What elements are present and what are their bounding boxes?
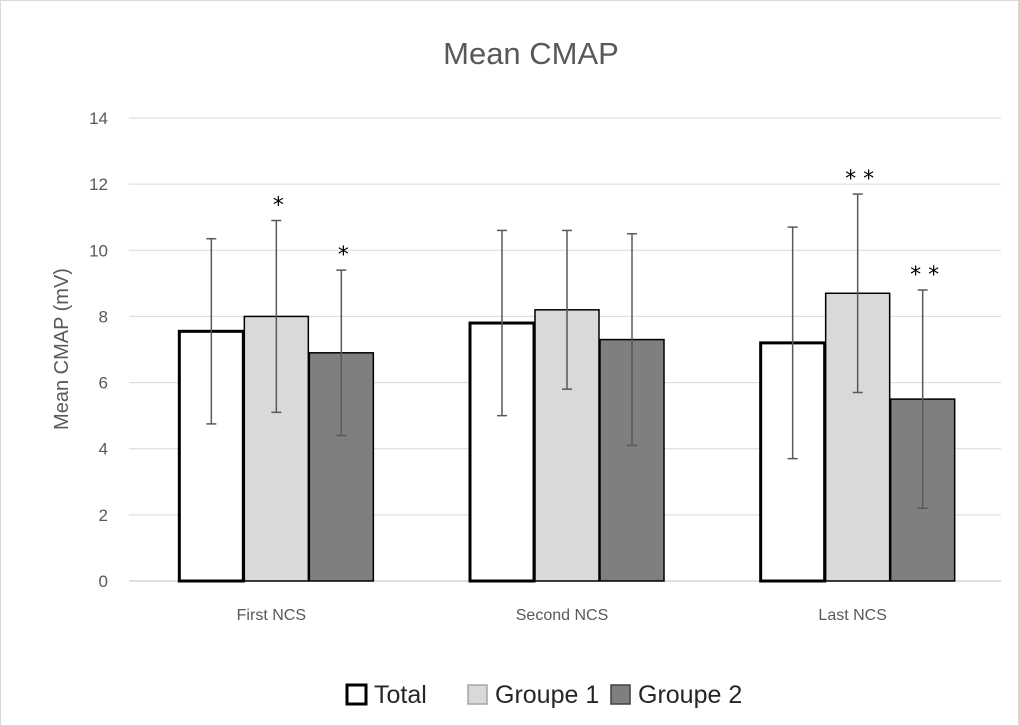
- significance-marker: * *: [845, 167, 874, 192]
- legend-item: Groupe 2: [610, 681, 742, 709]
- y-axis-label: Mean CMAP (mV): [51, 268, 73, 430]
- y-tick-label: 14: [89, 109, 108, 128]
- error-bar: [917, 289, 928, 509]
- legend-swatch: [467, 684, 488, 705]
- chart-title: Mean CMAP: [443, 36, 619, 71]
- legend: Total Groupe 1 Groupe 2: [345, 681, 742, 709]
- error-bar: [852, 193, 863, 394]
- error-bar: [627, 233, 637, 447]
- category-label: Second NCS: [516, 607, 609, 624]
- y-tick-label: 12: [89, 175, 108, 194]
- legend-label: Total: [374, 681, 427, 709]
- legend-item: Groupe 1: [467, 681, 599, 709]
- y-tick-label: 2: [99, 506, 108, 525]
- legend-label: Groupe 1: [495, 681, 599, 709]
- significance-marker: *: [338, 243, 349, 268]
- y-tick-label: 6: [99, 374, 108, 393]
- y-tick-labels: 0 2 4 6 8 10 12 14: [89, 109, 108, 591]
- y-tick-label: 0: [99, 572, 108, 591]
- y-tick-label: 4: [99, 440, 108, 459]
- error-bar: [497, 229, 507, 417]
- category-labels: First NCS Second NCS Last NCS: [237, 607, 887, 624]
- category-label: Last NCS: [818, 607, 886, 624]
- error-bar: [336, 269, 347, 437]
- legend-swatch: [610, 684, 631, 705]
- legend-label: Groupe 2: [638, 681, 742, 709]
- significance-marker: * *: [910, 263, 939, 288]
- error-bar: [271, 219, 282, 414]
- significance-markers: * * * * * *: [273, 167, 939, 288]
- error-bar: [562, 229, 572, 390]
- y-tick-label: 8: [99, 307, 108, 326]
- error-bar: [206, 237, 217, 425]
- category-label: First NCS: [237, 607, 306, 624]
- y-tick-label: 10: [89, 241, 108, 260]
- error-bar: [787, 226, 798, 460]
- legend-item: Total: [345, 681, 427, 709]
- significance-marker: *: [273, 194, 284, 219]
- legend-swatch: [345, 683, 368, 706]
- error-bars: [206, 193, 928, 509]
